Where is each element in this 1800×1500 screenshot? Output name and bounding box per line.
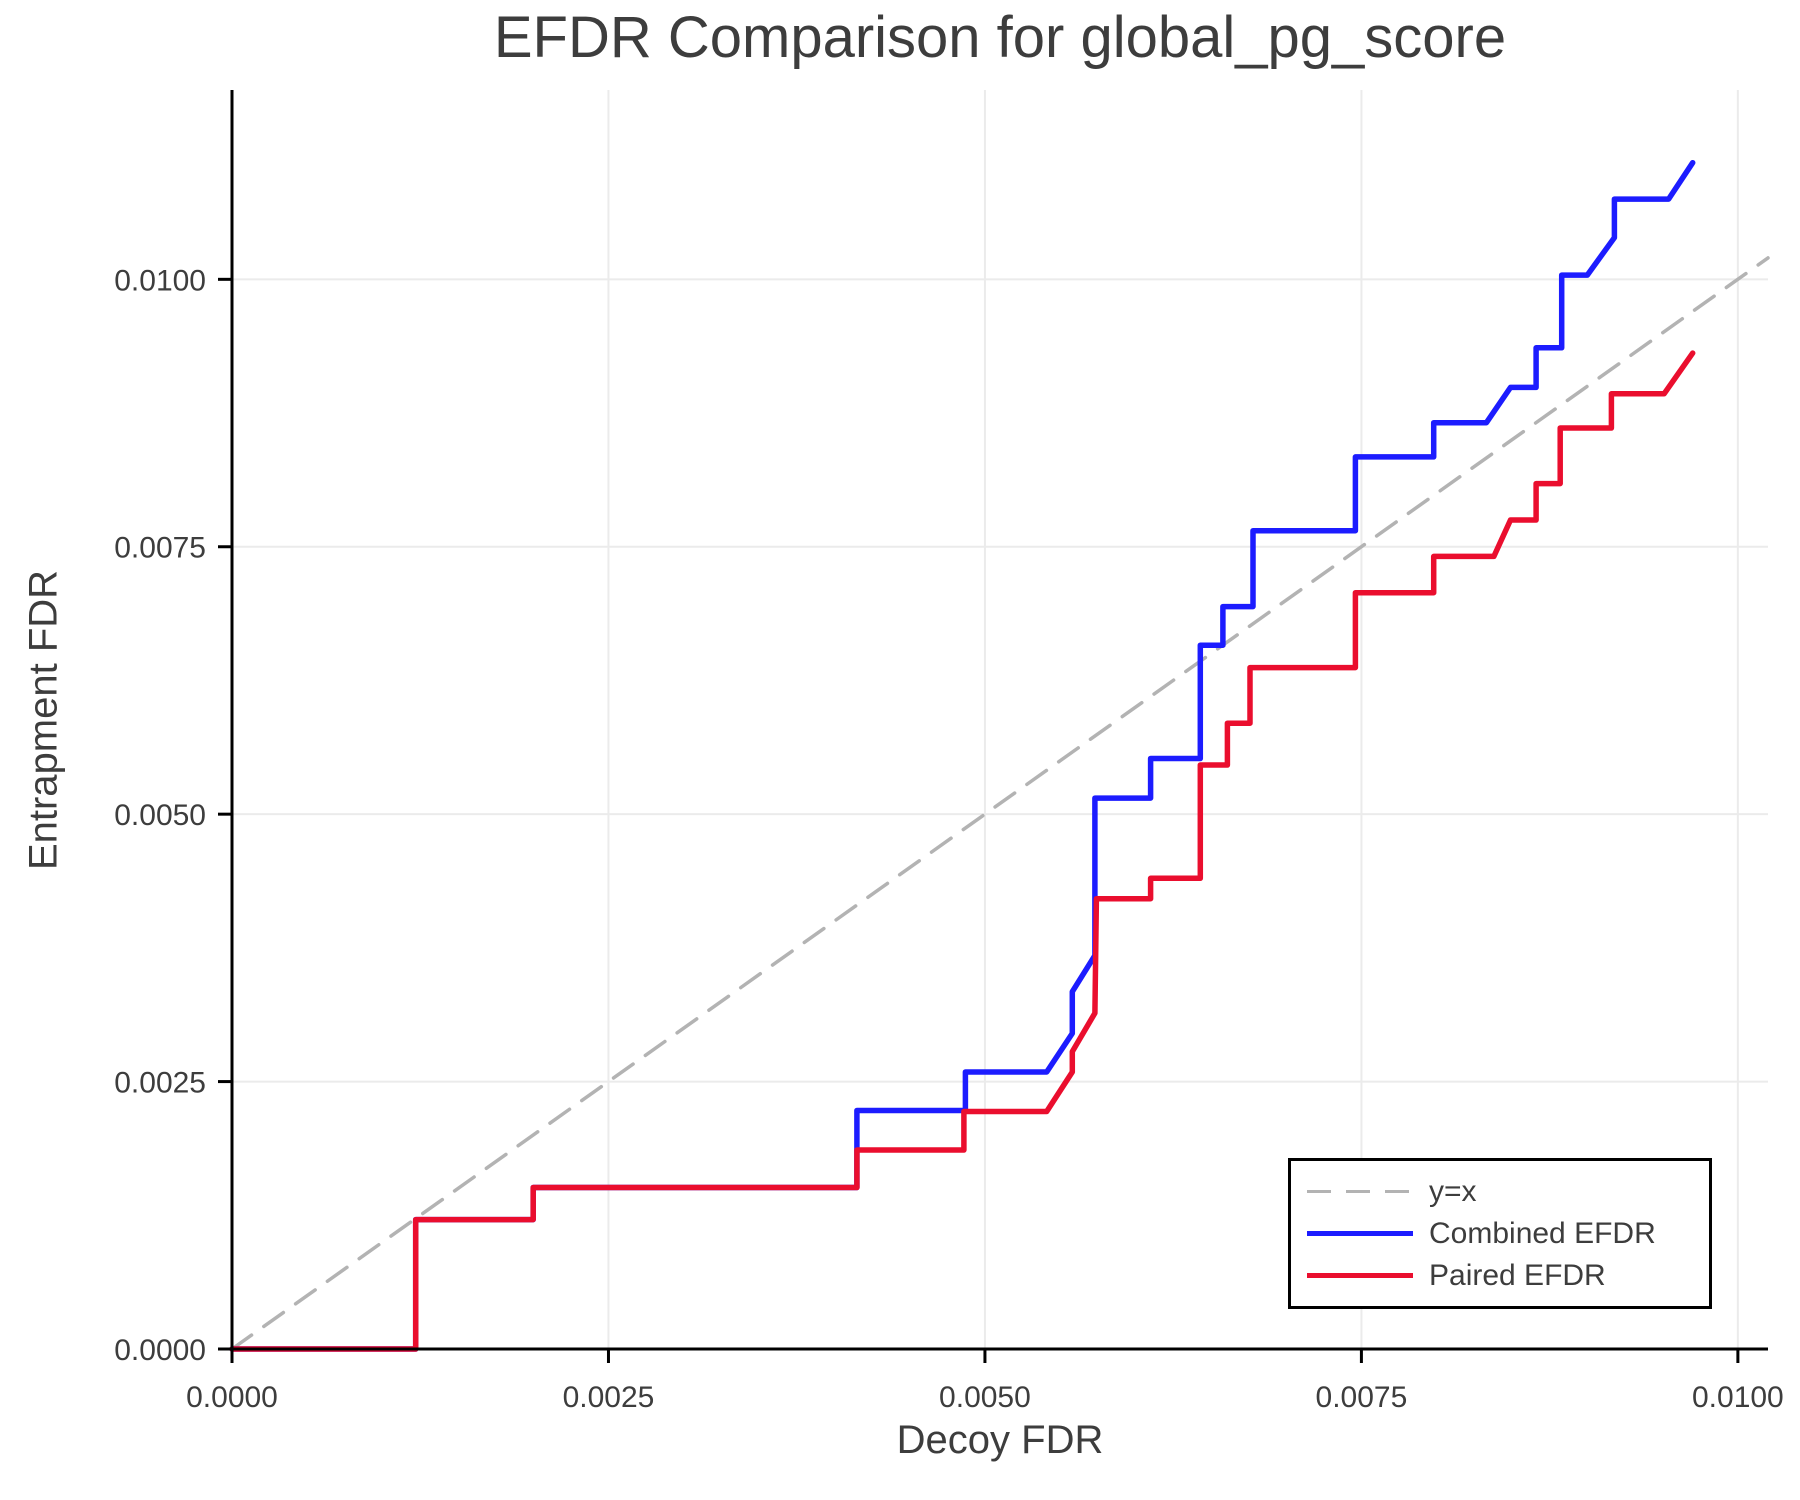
y-tick-label: 0.0075	[114, 532, 206, 565]
combined-line-sample	[1307, 1231, 1413, 1236]
x-tick-label: 0.0100	[1692, 1381, 1784, 1414]
paired-line-sample	[1307, 1273, 1413, 1278]
x-tick-label: 0.0000	[186, 1381, 278, 1414]
dashed-line-sample	[1307, 1189, 1413, 1194]
x-tick-label: 0.0025	[563, 1381, 655, 1414]
chart-title: EFDR Comparison for global_pg_score	[493, 5, 1507, 70]
legend-row-combined: Combined EFDR	[1307, 1217, 1709, 1250]
y-tick-label: 0.0025	[114, 1067, 206, 1100]
x-tick-label: 0.0050	[939, 1381, 1031, 1414]
x-tick-label: 0.0075	[1316, 1381, 1408, 1414]
y-tick-label: 0.0100	[114, 264, 206, 297]
y-tick-label: 0.0000	[114, 1334, 206, 1367]
legend-row-paired: Paired EFDR	[1307, 1259, 1709, 1292]
legend-label: Paired EFDR	[1429, 1259, 1606, 1292]
legend-row-diagonal: y=x	[1307, 1175, 1709, 1208]
diagonal-reference-line	[230, 256, 1770, 1351]
legend: y=x Combined EFDR Paired EFDR	[1288, 1158, 1712, 1309]
paired-efdr-line	[229, 350, 1696, 1352]
legend-label: y=x	[1429, 1175, 1477, 1208]
x-axis-label: Decoy FDR	[896, 1418, 1104, 1462]
y-axis-label: Entrapment FDR	[21, 569, 66, 871]
legend-label: Combined EFDR	[1429, 1217, 1656, 1250]
combined-efdr-line	[229, 159, 1696, 1352]
y-tick-label: 0.0050	[114, 799, 206, 832]
